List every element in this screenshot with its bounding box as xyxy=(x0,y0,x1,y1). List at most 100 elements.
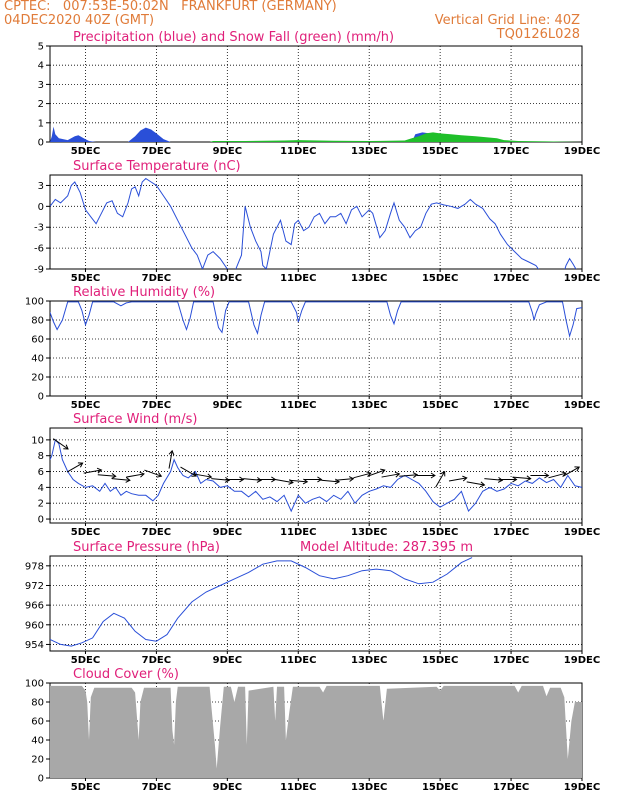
wind-arrow xyxy=(193,473,213,480)
wind-arrow-head xyxy=(317,476,323,483)
temp-xtick-label: 15DEC xyxy=(422,273,458,284)
rh-title: Relative Humidity (%) xyxy=(73,285,215,300)
wind-arrow xyxy=(243,477,263,483)
temp-title: Surface Temperature (nC) xyxy=(73,159,241,174)
rh-humidity-line xyxy=(50,301,582,339)
wind-arrow-head xyxy=(348,476,355,482)
wind-arrow-head xyxy=(206,473,213,480)
cloud-xtick-label: 7DEC xyxy=(142,782,171,793)
rh-xtick-label: 17DEC xyxy=(493,400,529,411)
temp-ytick-label: 3 xyxy=(38,181,44,192)
temp-ytick-label: -6 xyxy=(34,244,44,255)
precip-ytick-label: 1 xyxy=(38,118,44,129)
wind-ytick-label: 10 xyxy=(31,435,44,446)
temp-frame xyxy=(49,174,583,270)
wind-arrow-head xyxy=(380,468,386,475)
cloud-ytick-label: 100 xyxy=(25,679,44,690)
wind-arrow-shaft xyxy=(512,476,531,480)
wind-arrow xyxy=(512,475,532,482)
header-grid-note: Vertical Grid Line: 40Z xyxy=(434,13,580,28)
wind-arrow xyxy=(211,477,231,483)
pressure-plot xyxy=(50,557,473,647)
cloud-xtick-label: 13DEC xyxy=(351,782,387,793)
wind-ytick-label: 0 xyxy=(38,515,44,526)
pressure-ytick-label: 966 xyxy=(25,601,44,612)
wind-arrow xyxy=(448,475,468,482)
wind-arrow xyxy=(548,471,567,479)
wind-arrow xyxy=(180,466,197,477)
wind-arrow-shaft xyxy=(448,477,467,482)
wind-arrow-shaft xyxy=(321,479,340,483)
wind-arrows xyxy=(52,438,580,488)
wind-arrow-shaft xyxy=(289,479,308,483)
wind-arrow xyxy=(353,471,372,479)
wind-xtick-label: 19DEC xyxy=(564,527,600,538)
cloud-panel: 0 20 40 60 80 100 5DEC 7DEC 9DEC 11DEC 13DEC 15DEC 1… xyxy=(25,667,600,793)
cloud-ytick-label: 60 xyxy=(31,717,44,728)
wind-arrow-shaft xyxy=(111,478,130,481)
wind-arrow-head xyxy=(256,477,263,483)
cloud-xtick-label: 15DEC xyxy=(422,782,458,793)
rh-xtick-label: 19DEC xyxy=(564,400,600,411)
wind-arrow-head xyxy=(96,467,103,474)
wind-xtick-label: 15DEC xyxy=(422,527,458,538)
cloud-ytick-label: 0 xyxy=(38,774,44,785)
wind-xtick-label: 5DEC xyxy=(71,527,100,538)
temp-ytick-label: 0 xyxy=(38,202,44,213)
header-code: TQ0126L028 xyxy=(496,27,580,42)
cloud-ytick-label: 40 xyxy=(31,736,44,747)
precip-xtick-label: 19DEC xyxy=(564,146,600,157)
precip-xtick-label: 5DEC xyxy=(71,146,100,157)
pressure-xtick-label: 13DEC xyxy=(351,655,387,666)
cloud-xtick-label: 9DEC xyxy=(213,782,242,793)
wind-arrow-shaft xyxy=(399,474,418,477)
precip-ytick-label: 3 xyxy=(38,80,44,91)
pressure-ytick-label: 954 xyxy=(25,640,44,651)
rh-xtick-label: 5DEC xyxy=(71,400,100,411)
rh-xtick-label: 7DEC xyxy=(142,400,171,411)
pressure-xtick-label: 9DEC xyxy=(213,655,242,666)
rh-xtick-label: 9DEC xyxy=(213,400,242,411)
wind-arrow-head xyxy=(574,466,580,472)
precip-plot xyxy=(50,126,582,142)
wind-arrow-shaft xyxy=(168,450,173,469)
wind-arrow-head xyxy=(168,449,175,456)
wind-arrow-shaft xyxy=(335,478,354,481)
temp-temperature-line xyxy=(50,177,577,269)
rh-plot xyxy=(50,301,582,339)
pressure-xtick-label: 11DEC xyxy=(280,655,316,666)
precip-xtick-label: 7DEC xyxy=(142,146,171,157)
precip-xtick-label: 13DEC xyxy=(351,146,387,157)
wind-arrow-head xyxy=(394,471,401,478)
wind-xtick-label: 9DEC xyxy=(213,527,242,538)
wind-arrow xyxy=(399,472,419,478)
wind-arrow xyxy=(335,476,355,482)
header-location: CPTEC: 007:53E-50:02N FRANKFURT (GERMANY… xyxy=(4,0,337,14)
rh-ytick-label: 100 xyxy=(25,297,44,308)
rh-ytick-label: 60 xyxy=(31,335,44,346)
wind-arrow xyxy=(416,472,436,479)
precip-ytick-label: 4 xyxy=(38,61,44,72)
pressure-frame xyxy=(49,555,583,652)
wind-arrow-head xyxy=(497,477,504,483)
pressure-xtick-label: 5DEC xyxy=(71,655,100,666)
precip-title: Precipitation (blue) and Snow Fall (gree… xyxy=(73,30,394,45)
pressure-xtick-label: 17DEC xyxy=(493,655,529,666)
precip-ytick-label: 5 xyxy=(38,42,44,53)
wind-arrow-head xyxy=(191,471,197,477)
temp-ytick-label: -9 xyxy=(34,265,44,276)
wind-arrow-shaft xyxy=(66,462,83,473)
precip-ytick-label: 2 xyxy=(38,99,44,110)
wind-arrow-shaft xyxy=(211,478,230,481)
precip-xtick-label: 9DEC xyxy=(213,146,242,157)
rh-xtick-label: 11DEC xyxy=(280,400,316,411)
wind-arrow-shaft xyxy=(435,471,446,488)
pressure-ytick-label: 978 xyxy=(25,561,44,572)
cloud-ytick-label: 80 xyxy=(31,698,44,709)
wind-arrow-shaft xyxy=(484,478,503,481)
wind-ytick-label: 6 xyxy=(38,467,44,478)
wind-arrow-shaft xyxy=(353,472,371,479)
wind-arrow-shaft xyxy=(83,469,102,474)
wind-arrow xyxy=(484,477,504,483)
wind-ytick-label: 8 xyxy=(38,451,44,462)
